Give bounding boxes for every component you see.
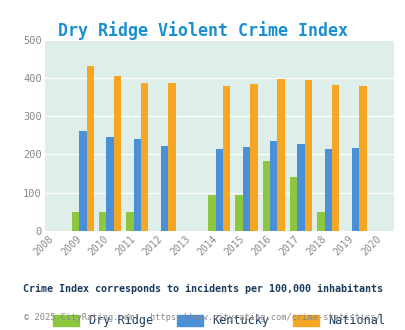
Bar [126,212,133,231]
Bar [79,131,86,231]
Bar [161,146,168,231]
Bar [242,147,249,231]
Text: Dry Ridge Violent Crime Index: Dry Ridge Violent Crime Index [58,21,347,41]
Text: © 2025 CityRating.com - https://www.cityrating.com/crime-statistics/: © 2025 CityRating.com - https://www.city… [24,313,381,322]
Bar [358,85,366,231]
Bar [331,85,339,231]
Bar [222,86,230,231]
Bar [324,149,331,231]
Bar [168,83,175,231]
Bar [215,149,222,231]
Bar [106,137,113,231]
Bar [296,144,304,231]
Legend: Dry Ridge, Kentucky, National: Dry Ridge, Kentucky, National [49,310,389,330]
Bar [317,212,324,231]
Bar [133,139,141,231]
Bar [277,79,284,231]
Bar [208,195,215,231]
Bar [99,212,106,231]
Bar [86,66,94,231]
Bar [113,76,121,231]
Bar [269,141,277,231]
Bar [304,80,311,231]
Bar [141,83,148,231]
Bar [72,212,79,231]
Bar [351,148,358,231]
Bar [262,161,269,231]
Bar [249,84,257,231]
Bar [289,178,296,231]
Bar [235,195,242,231]
Text: Crime Index corresponds to incidents per 100,000 inhabitants: Crime Index corresponds to incidents per… [23,284,382,294]
